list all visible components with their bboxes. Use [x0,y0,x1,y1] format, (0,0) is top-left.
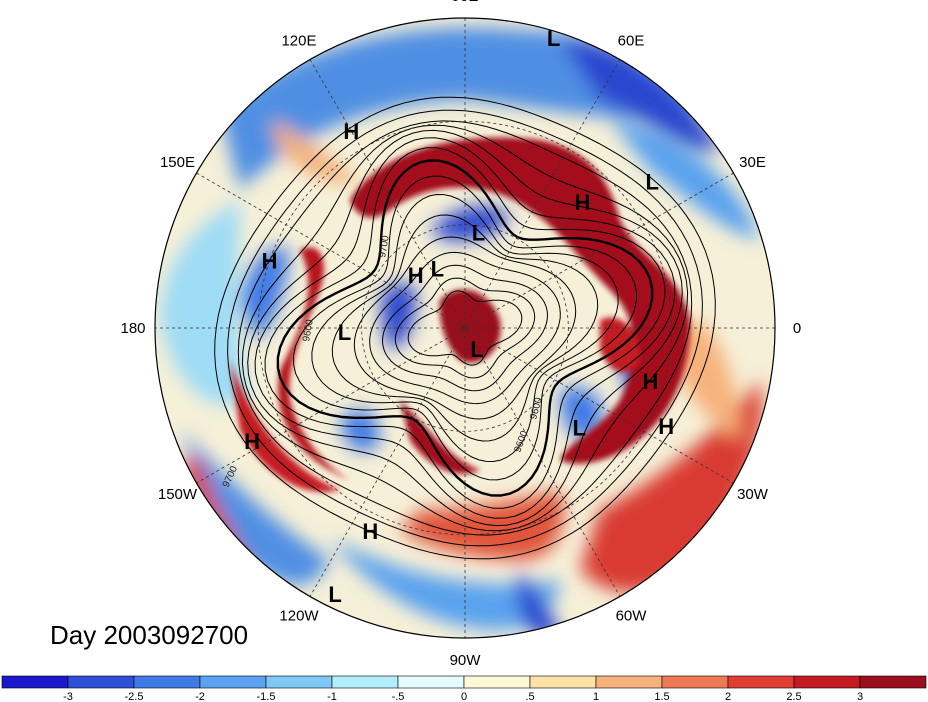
high-pressure-label: H [642,369,658,394]
parallel-circle [361,224,569,432]
low-pressure-label: L [338,320,351,345]
longitude-label: 120W [279,608,319,625]
colorbar-swatch [265,675,333,689]
colorbar-tick-label: .5 [525,691,534,702]
map-boundary [154,17,776,639]
colorbar-swatch [397,675,465,689]
longitude-label: 120E [281,32,316,49]
contour-label: 9700 [377,234,392,258]
longitude-label: 60E [618,32,645,49]
longitude-label: 150W [158,486,198,503]
low-pressure-label: L [470,337,483,362]
warm-ridges [230,137,690,492]
colorbar-swatch [199,675,267,689]
colorbar-swatch [859,675,927,689]
colorbar-tick-label: -.5 [392,691,405,702]
low-pressure-label: L [646,170,659,195]
high-pressure-label: H [408,263,424,288]
high-pressure-label: H [244,429,260,454]
colorbar-tick-label: 1.5 [654,691,669,702]
colorbar-swatch [331,675,399,689]
colorbar-swatch [595,675,663,689]
contour-label: 9600 [301,318,316,342]
parallel-circle [257,120,673,536]
high-pressure-label: H [575,190,591,215]
colorbar-tick-label: -3 [63,691,73,702]
colorbar-swatch [1,675,69,689]
longitude-label: 60W [616,608,648,625]
longitude-label: 0 [793,320,801,337]
high-pressure-label: H [262,249,278,274]
low-pressure-label: L [328,582,341,607]
colorbar-swatch [727,675,795,689]
colorbar-swatch [463,675,531,689]
high-pressure-label: H [658,414,674,439]
longitude-label: 180 [120,320,145,337]
longitude-labels: 90E 60E 30E 0 30W 60W 90W 120W 150W 180 150E 120E [120,0,801,669]
colorbar-swatch [793,675,861,689]
colorbar-swatch [661,675,729,689]
colorbar-tick-label: 0 [461,691,467,702]
colorbar-tick-label: 2.5 [786,691,801,702]
longitude-label: 30E [739,154,766,171]
colorbar-swatch [529,675,597,689]
date-title: Day 2003092700 [50,620,249,650]
colorbar: -3 -2.5 -2 -1.5 -1 -.5 0 .5 1 1.5 2 2.5 3 [1,675,927,702]
longitude-label: 90E [452,0,479,5]
low-pressure-label: L [573,415,586,440]
colorbar-tick-label: 3 [857,691,863,702]
low-pressure-label: L [431,257,444,282]
longitude-label: 150E [160,154,195,171]
colorbar-tick-label: 2 [725,691,731,702]
colorbar-swatch [67,675,135,689]
low-pressure-label: L [547,26,560,51]
anomaly-field [155,18,775,638]
colorbar-tick-label: -1.5 [257,691,276,702]
longitude-label: 30W [737,486,769,503]
colorbar-tick-label: -2.5 [125,691,144,702]
height-contour [407,290,523,366]
height-contour [241,124,689,532]
colorbar-tick-label: -2 [195,691,205,702]
high-pressure-label: H [343,119,359,144]
colorbar-tick-label: -1 [327,691,337,702]
graticule [155,18,775,638]
low-pressure-label: L [472,220,485,245]
high-pressure-label: H [362,519,378,544]
longitude-label: 90W [450,652,482,669]
colorbar-swatch [133,675,201,689]
colorbar-tick-label: 1 [593,691,599,702]
